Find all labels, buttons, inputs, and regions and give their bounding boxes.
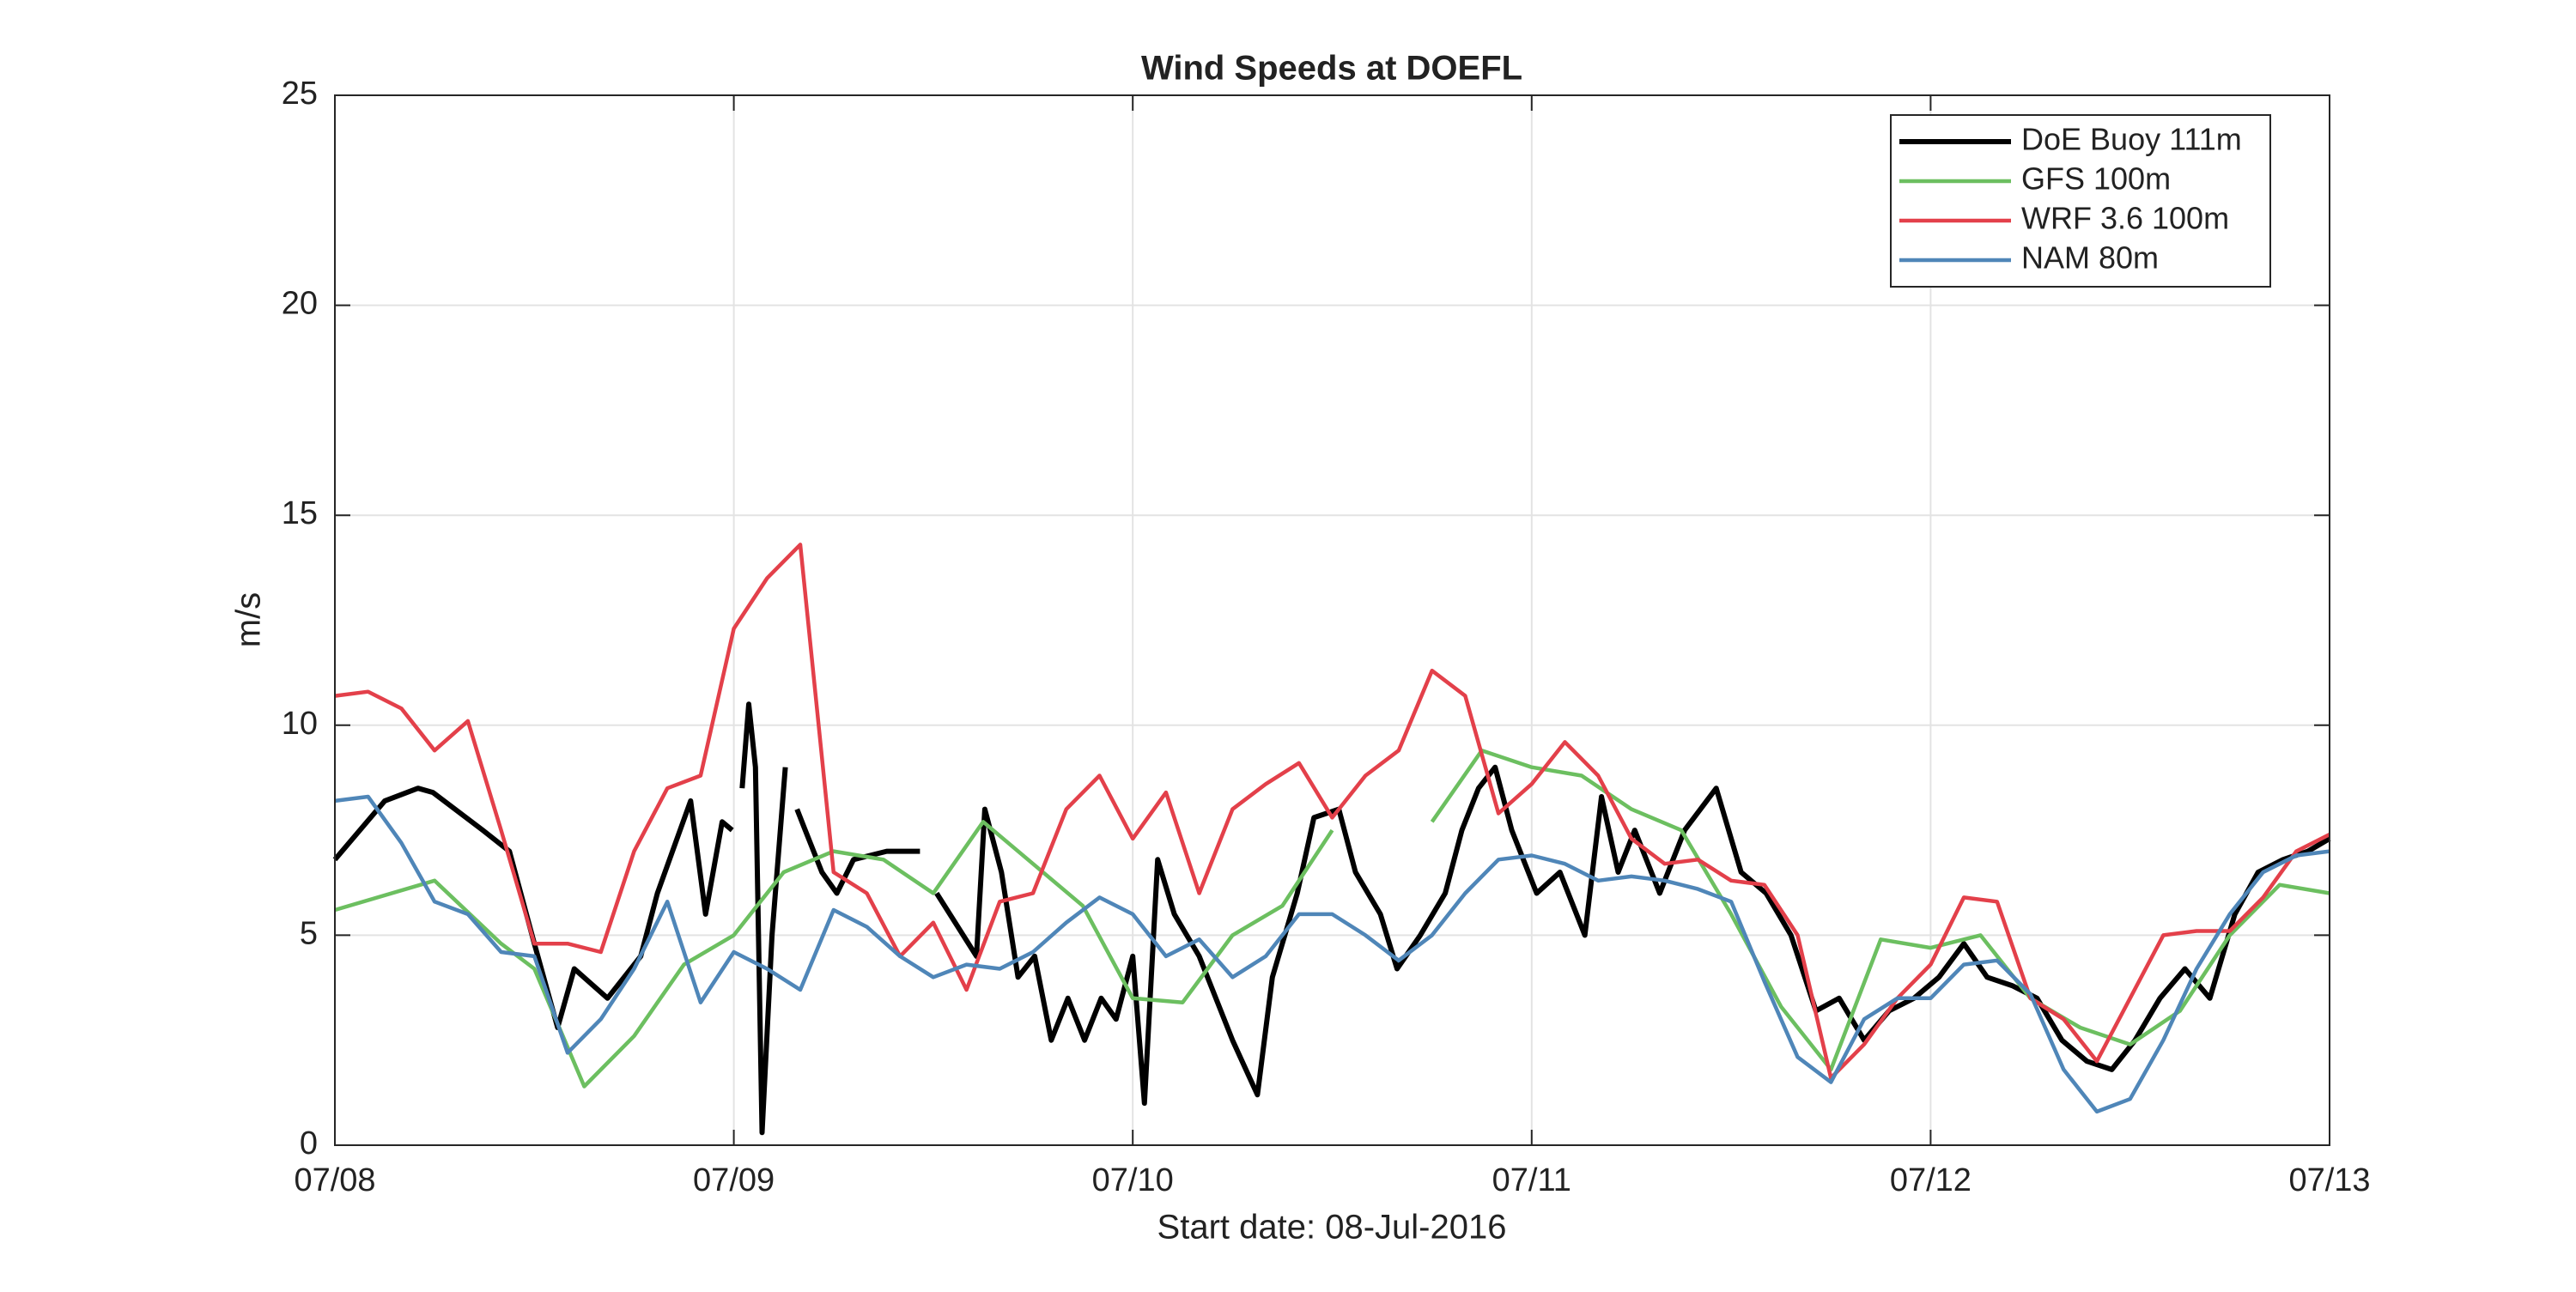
y-tick-label: 0 <box>300 1125 318 1162</box>
x-tick-label: 07/09 <box>693 1162 775 1198</box>
y-tick-label: 25 <box>282 76 318 112</box>
y-tick-label: 20 <box>282 286 318 322</box>
legend: DoE Buoy 111m GFS 100m WRF 3.6 100m NAM 80m <box>1890 114 2271 288</box>
legend-label: NAM 80m <box>2021 240 2159 276</box>
x-tick-label: 07/13 <box>2288 1162 2370 1198</box>
series-line <box>334 794 2330 1114</box>
chart-title: Wind Speeds at DOEFL <box>1141 50 1522 88</box>
series-line <box>334 748 2330 1089</box>
legend-label: DoE Buoy 111m <box>2021 122 2242 157</box>
legend-label: WRF 3.6 100m <box>2021 201 2229 236</box>
axes-box <box>334 94 2330 1146</box>
y-tick-label: 5 <box>300 915 318 951</box>
x-tick-label: 07/12 <box>1890 1162 1971 1198</box>
x-tick-label: 07/08 <box>294 1162 375 1198</box>
y-axis-label: m/s <box>230 592 268 647</box>
series-line <box>332 701 2331 1136</box>
x-tick-label: 07/11 <box>1492 1162 1571 1198</box>
x-tick-label: 07/10 <box>1092 1162 1174 1198</box>
y-tick-label: 10 <box>282 706 318 742</box>
x-axis-label: Start date: 08-Jul-2016 <box>1157 1209 1507 1247</box>
y-tick-label: 15 <box>282 495 318 531</box>
legend-label: GFS 100m <box>2021 161 2171 197</box>
series-line <box>334 543 2331 1080</box>
